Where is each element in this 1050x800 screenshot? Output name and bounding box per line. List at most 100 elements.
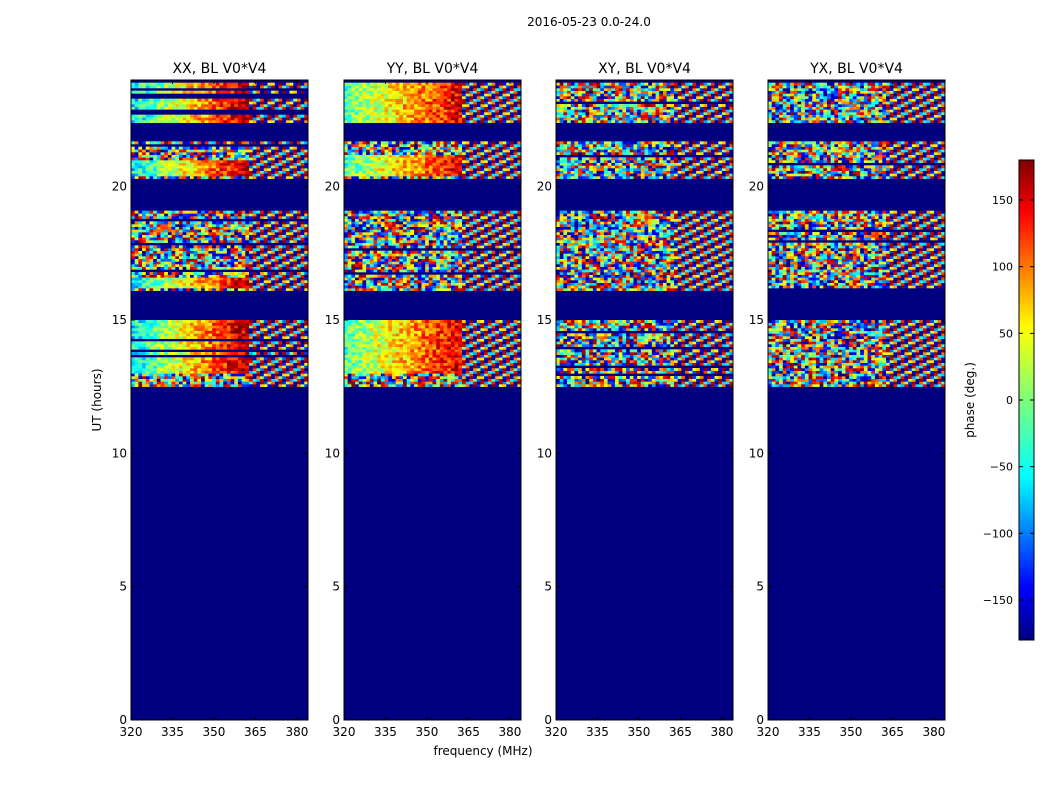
phase-cell (249, 266, 254, 270)
phase-cell (156, 216, 161, 219)
phase-cell (509, 370, 515, 374)
phase-cell (439, 346, 444, 350)
phase-cell (432, 333, 437, 337)
phase-cell (484, 344, 489, 347)
phase-cell (399, 360, 404, 363)
phase-cell (186, 330, 191, 334)
phase-cell (219, 229, 224, 233)
phase-cell (263, 173, 268, 177)
phase-cell (223, 370, 228, 374)
phase-cell (439, 344, 444, 347)
phase-cell (182, 261, 187, 265)
phase-cell (300, 232, 305, 235)
phase-cell (223, 261, 228, 265)
phase-cell (153, 370, 158, 374)
phase-cell (234, 160, 239, 163)
phase-cell (212, 282, 217, 286)
phase-cell (164, 221, 169, 225)
phase-cell (465, 370, 470, 374)
phase-cell (289, 365, 294, 369)
phase-cell (252, 216, 257, 219)
phase-cell (134, 330, 139, 334)
phase-cell (219, 245, 224, 249)
phase-cell (204, 240, 209, 243)
phase-cell (506, 330, 511, 334)
phase-cell (476, 381, 481, 385)
phase-cell (278, 168, 283, 171)
phase-cell (487, 354, 492, 358)
phase-cell (193, 141, 198, 145)
phase-cell (252, 234, 257, 238)
phase-cell (215, 234, 220, 238)
phase-cell (498, 354, 503, 358)
phase-cell (304, 362, 308, 366)
phase-cell (447, 344, 452, 347)
phase-cell (164, 266, 169, 270)
phase-cell (406, 354, 411, 358)
phase-cell (362, 338, 367, 342)
phase-cell (293, 277, 298, 281)
phase-cell (465, 320, 470, 323)
phase-cell (212, 165, 217, 169)
phase-cell (436, 360, 441, 363)
phase-cell (403, 341, 408, 345)
phase-cell (282, 282, 287, 286)
phase-cell (410, 322, 415, 326)
phase-cell (193, 285, 198, 289)
phase-cell (289, 277, 294, 281)
phase-cell (278, 384, 283, 387)
phase-cell (197, 240, 202, 243)
phase-cell (293, 376, 298, 379)
phase-cell (267, 173, 272, 177)
phase-cell (230, 320, 235, 323)
phase-cell (509, 352, 515, 355)
phase-cell (293, 320, 298, 323)
phase-cell (274, 210, 279, 214)
phase-cell (384, 333, 389, 337)
phase-cell (293, 378, 298, 382)
phase-cell (223, 237, 228, 241)
phase-cell (230, 352, 235, 355)
phase-cell (234, 224, 239, 227)
phase-cell (425, 274, 430, 278)
phase-cell (156, 368, 161, 371)
phase-cell (263, 221, 268, 225)
phase-cell (212, 346, 217, 350)
phase-cell (175, 325, 180, 329)
phase-cell (197, 376, 202, 379)
phase-cell (145, 157, 150, 161)
phase-cell (369, 352, 374, 355)
phase-cell (252, 341, 257, 345)
phase-cell (491, 285, 496, 289)
phase-cell (384, 341, 389, 345)
phase-cell (260, 106, 265, 110)
phase-cell (260, 346, 265, 350)
phase-cell (197, 90, 202, 94)
phase-cell (223, 157, 228, 161)
phase-cell (417, 277, 422, 281)
phase-cell (395, 384, 400, 387)
phase-cell (369, 320, 374, 323)
phase-cell (300, 234, 305, 238)
phase-cell (358, 346, 363, 350)
phase-cell (241, 168, 246, 171)
phase-cell (134, 352, 139, 355)
phase-cell (234, 114, 239, 118)
phase-cell (230, 346, 235, 350)
phase-cell (204, 106, 209, 110)
phase-cell (473, 328, 478, 331)
phase-cell (175, 82, 180, 86)
phase-cell (249, 85, 254, 89)
phase-cell (414, 376, 419, 379)
phase-cell (465, 322, 470, 326)
phase-cell (473, 362, 478, 366)
phase-cell (223, 160, 228, 163)
phase-cell (215, 160, 220, 163)
phase-cell (373, 269, 378, 273)
phase-cell (230, 285, 235, 289)
phase-cell (432, 338, 437, 342)
phase-cell (160, 114, 165, 118)
phase-cell (428, 365, 433, 369)
